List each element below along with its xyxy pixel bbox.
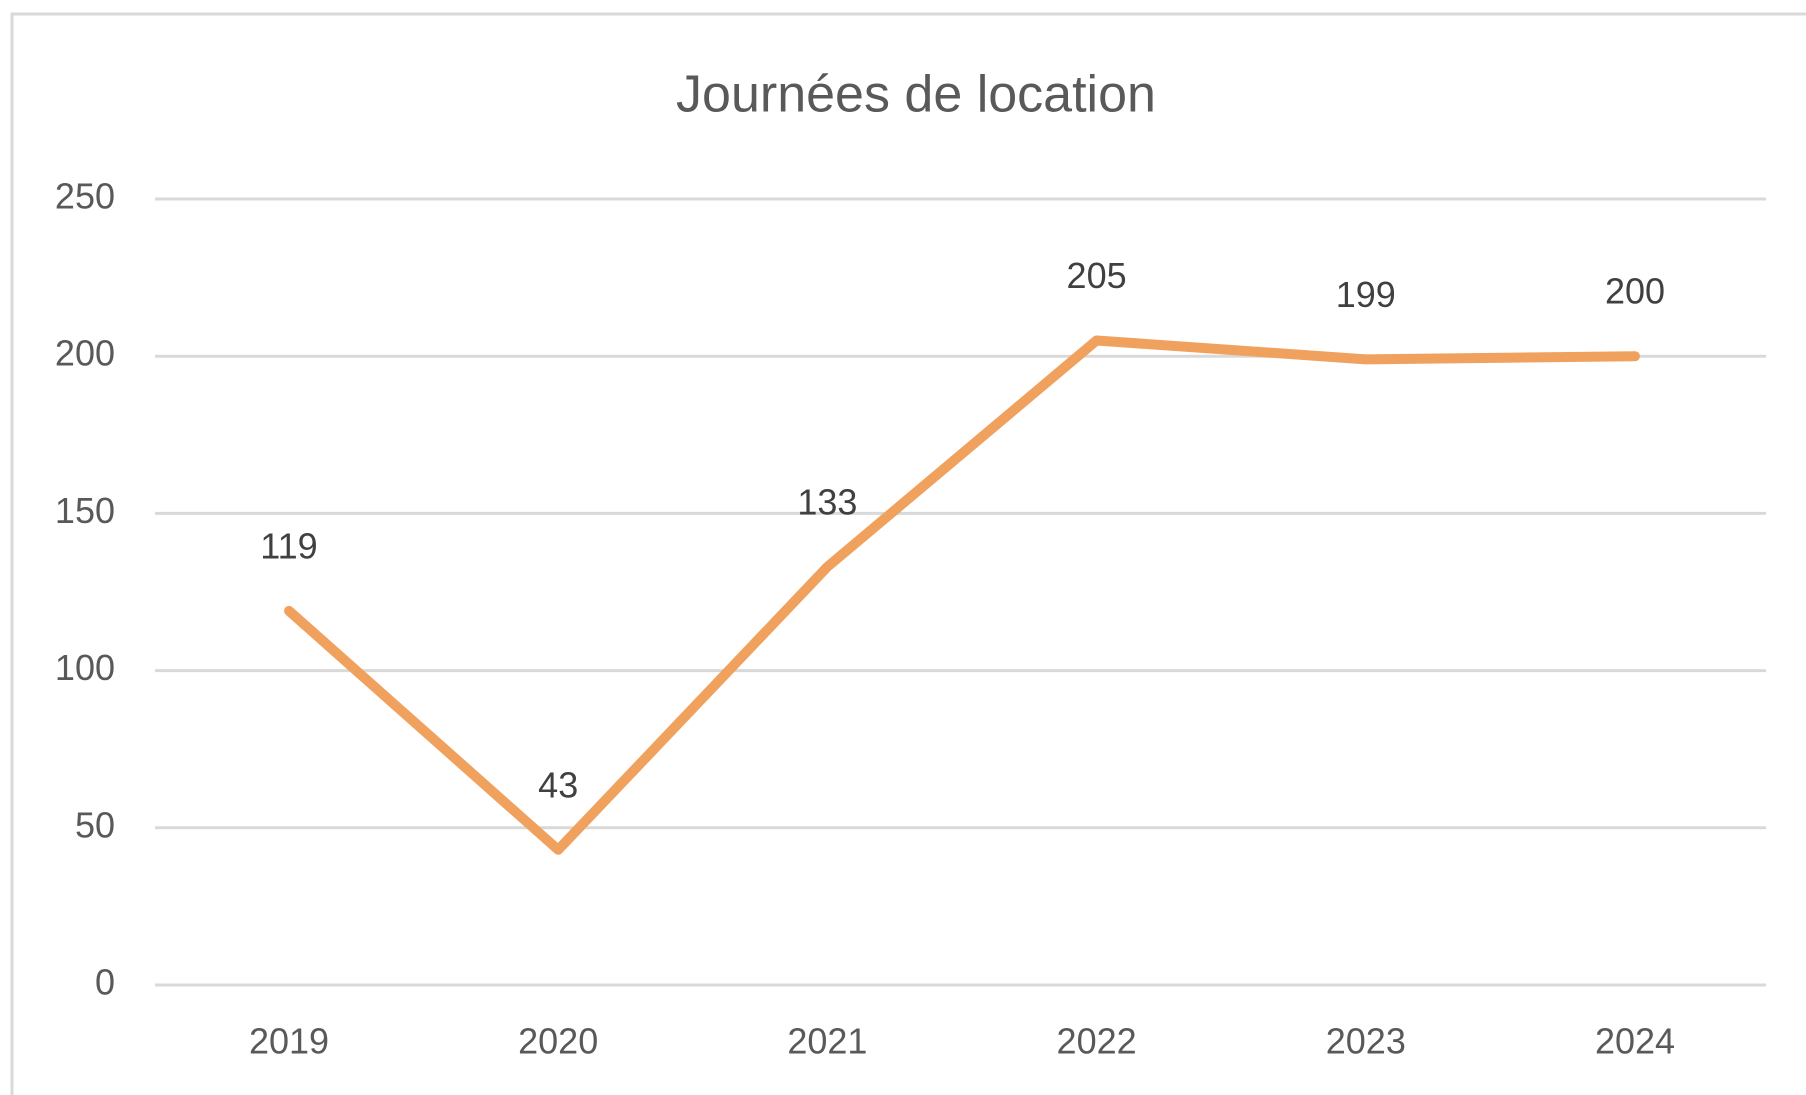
chart-title: Journées de location	[676, 66, 1156, 124]
x-tick-label: 2023	[1326, 1021, 1406, 1062]
data-label: 199	[1336, 274, 1396, 315]
chart-border	[10, 12, 1806, 1095]
data-label: 133	[797, 481, 857, 522]
y-tick-label: 250	[55, 176, 115, 217]
y-tick-label: 150	[55, 490, 115, 531]
data-label: 43	[538, 764, 578, 805]
y-tick-label: 200	[55, 333, 115, 374]
x-tick-label: 2022	[1057, 1021, 1137, 1062]
data-line	[284, 335, 1640, 855]
y-tick-label: 0	[95, 962, 115, 1003]
y-tick-label: 50	[75, 804, 115, 845]
data-label: 119	[260, 525, 317, 566]
y-tick-label: 100	[55, 647, 115, 688]
x-tick-label: 2019	[249, 1021, 329, 1062]
data-label: 205	[1067, 255, 1127, 296]
x-tick-label: 2024	[1595, 1021, 1675, 1062]
x-tick-label: 2020	[518, 1021, 598, 1062]
x-tick-label: 2021	[787, 1021, 867, 1062]
data-label: 200	[1605, 271, 1665, 312]
